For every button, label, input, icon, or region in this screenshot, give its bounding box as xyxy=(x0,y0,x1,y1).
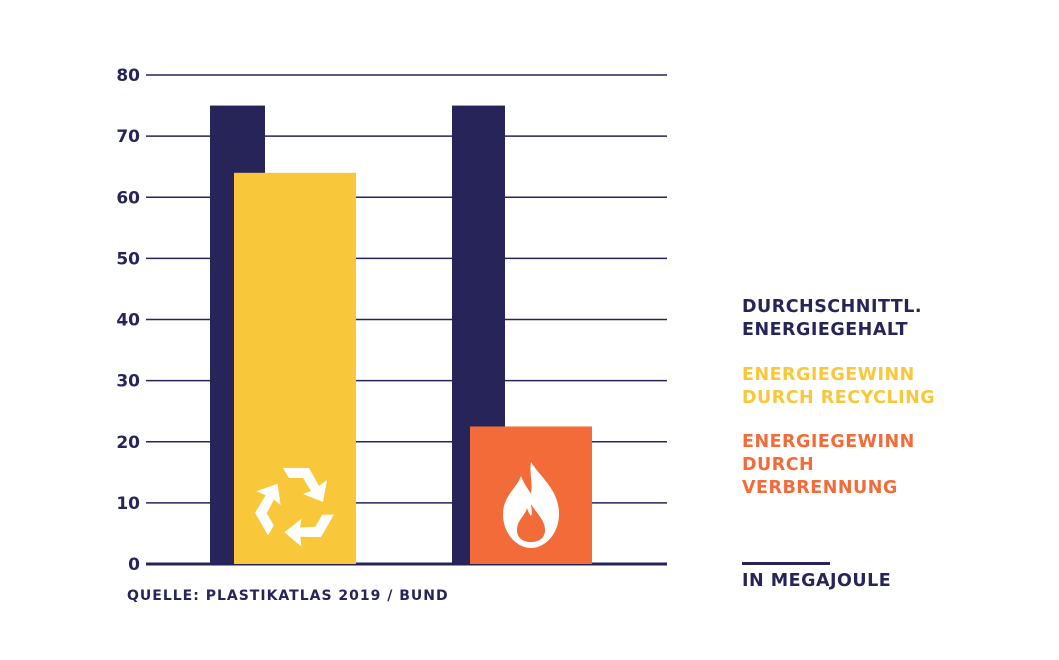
recycle-icon xyxy=(255,468,334,547)
unit-label: IN MEGAJOULE xyxy=(742,571,892,591)
bar-recycling xyxy=(234,172,356,565)
y-tick-label: 70 xyxy=(116,127,140,147)
legend-energiegehalt: DURCHSCHNITTL. ENERGIEGEHALT xyxy=(742,297,923,340)
legend-verbrennung: ENERGIEGEWINN DURCH VERBRENNUNG xyxy=(742,432,915,498)
y-tick-label: 20 xyxy=(116,433,140,453)
y-tick-label: 10 xyxy=(116,494,140,514)
y-tick-label: 40 xyxy=(116,311,140,331)
source-label: QUELLE: PLASTIKATLAS 2019 / BUND xyxy=(127,588,449,604)
y-axis-ticks: 0 10 20 30 40 50 60 70 80 xyxy=(116,66,140,575)
unit-divider xyxy=(742,562,830,565)
flame-icon xyxy=(503,462,559,548)
y-tick-label: 50 xyxy=(116,249,140,269)
y-tick-label: 0 xyxy=(128,555,140,575)
y-tick-label: 60 xyxy=(116,188,140,208)
bars xyxy=(210,105,592,565)
legend-recycling: ENERGIEGEWINN DURCH RECYCLING xyxy=(742,365,936,408)
y-tick-label: 80 xyxy=(116,66,140,86)
y-tick-label: 30 xyxy=(116,372,140,392)
